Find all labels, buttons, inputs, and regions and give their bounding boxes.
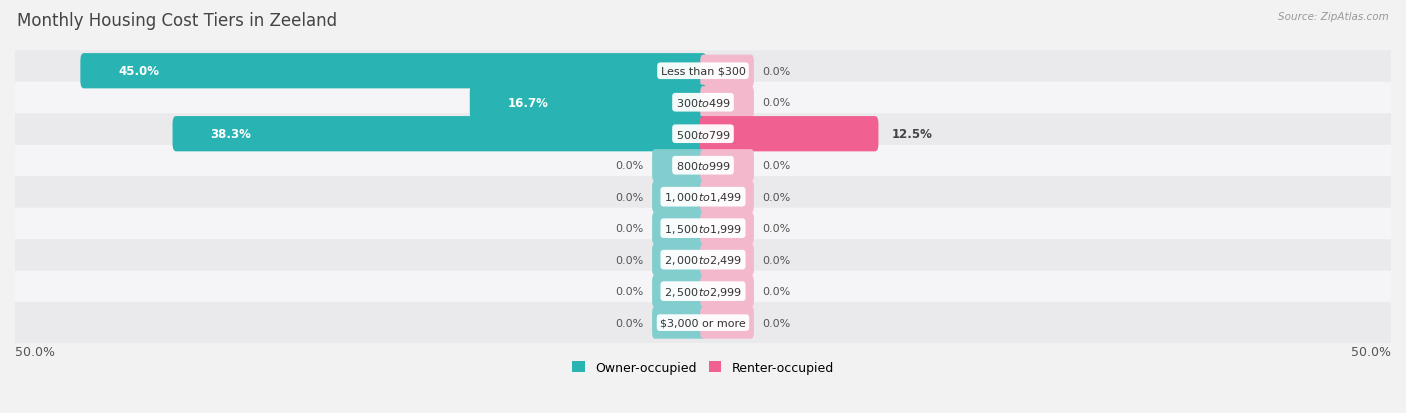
Text: 0.0%: 0.0% <box>762 287 790 297</box>
FancyBboxPatch shape <box>470 85 706 121</box>
Text: 0.0%: 0.0% <box>762 161 790 171</box>
Text: $800 to $999: $800 to $999 <box>675 160 731 172</box>
FancyBboxPatch shape <box>0 83 1406 123</box>
FancyBboxPatch shape <box>0 302 1406 343</box>
Text: 0.0%: 0.0% <box>616 161 644 171</box>
Text: 0.0%: 0.0% <box>762 223 790 234</box>
Text: 0.0%: 0.0% <box>616 192 644 202</box>
Text: 0.0%: 0.0% <box>762 318 790 328</box>
FancyBboxPatch shape <box>0 114 1406 155</box>
FancyBboxPatch shape <box>0 240 1406 280</box>
Text: 0.0%: 0.0% <box>616 255 644 265</box>
FancyBboxPatch shape <box>700 213 754 244</box>
Text: $2,000 to $2,499: $2,000 to $2,499 <box>664 254 742 266</box>
Text: $1,500 to $1,999: $1,500 to $1,999 <box>664 222 742 235</box>
Text: $300 to $499: $300 to $499 <box>675 97 731 109</box>
Text: 12.5%: 12.5% <box>891 128 932 141</box>
FancyBboxPatch shape <box>0 271 1406 312</box>
FancyBboxPatch shape <box>700 244 754 276</box>
FancyBboxPatch shape <box>652 213 706 244</box>
Text: 50.0%: 50.0% <box>1351 345 1391 358</box>
Text: 0.0%: 0.0% <box>616 318 644 328</box>
Text: 16.7%: 16.7% <box>508 97 548 109</box>
Text: $1,000 to $1,499: $1,000 to $1,499 <box>664 191 742 204</box>
Text: Monthly Housing Cost Tiers in Zeeland: Monthly Housing Cost Tiers in Zeeland <box>17 12 337 30</box>
FancyBboxPatch shape <box>652 244 706 276</box>
FancyBboxPatch shape <box>0 51 1406 92</box>
FancyBboxPatch shape <box>652 307 706 339</box>
FancyBboxPatch shape <box>700 117 879 152</box>
FancyBboxPatch shape <box>0 208 1406 249</box>
Text: Source: ZipAtlas.com: Source: ZipAtlas.com <box>1278 12 1389 22</box>
FancyBboxPatch shape <box>700 181 754 213</box>
Text: 50.0%: 50.0% <box>15 345 55 358</box>
FancyBboxPatch shape <box>700 87 754 119</box>
FancyBboxPatch shape <box>700 55 754 88</box>
Text: 0.0%: 0.0% <box>762 98 790 108</box>
FancyBboxPatch shape <box>700 307 754 339</box>
Text: 45.0%: 45.0% <box>118 65 159 78</box>
Text: $3,000 or more: $3,000 or more <box>661 318 745 328</box>
FancyBboxPatch shape <box>652 181 706 213</box>
Text: 0.0%: 0.0% <box>762 192 790 202</box>
FancyBboxPatch shape <box>0 145 1406 186</box>
Text: $2,500 to $2,999: $2,500 to $2,999 <box>664 285 742 298</box>
Text: 0.0%: 0.0% <box>762 255 790 265</box>
FancyBboxPatch shape <box>0 177 1406 218</box>
FancyBboxPatch shape <box>700 275 754 307</box>
FancyBboxPatch shape <box>80 54 706 89</box>
FancyBboxPatch shape <box>173 117 706 152</box>
FancyBboxPatch shape <box>652 150 706 182</box>
FancyBboxPatch shape <box>652 275 706 307</box>
Text: 0.0%: 0.0% <box>762 66 790 76</box>
Legend: Owner-occupied, Renter-occupied: Owner-occupied, Renter-occupied <box>568 356 838 379</box>
Text: $500 to $799: $500 to $799 <box>675 128 731 140</box>
Text: Less than $300: Less than $300 <box>661 66 745 76</box>
Text: 38.3%: 38.3% <box>211 128 252 141</box>
FancyBboxPatch shape <box>700 150 754 182</box>
Text: 0.0%: 0.0% <box>616 287 644 297</box>
Text: 0.0%: 0.0% <box>616 223 644 234</box>
